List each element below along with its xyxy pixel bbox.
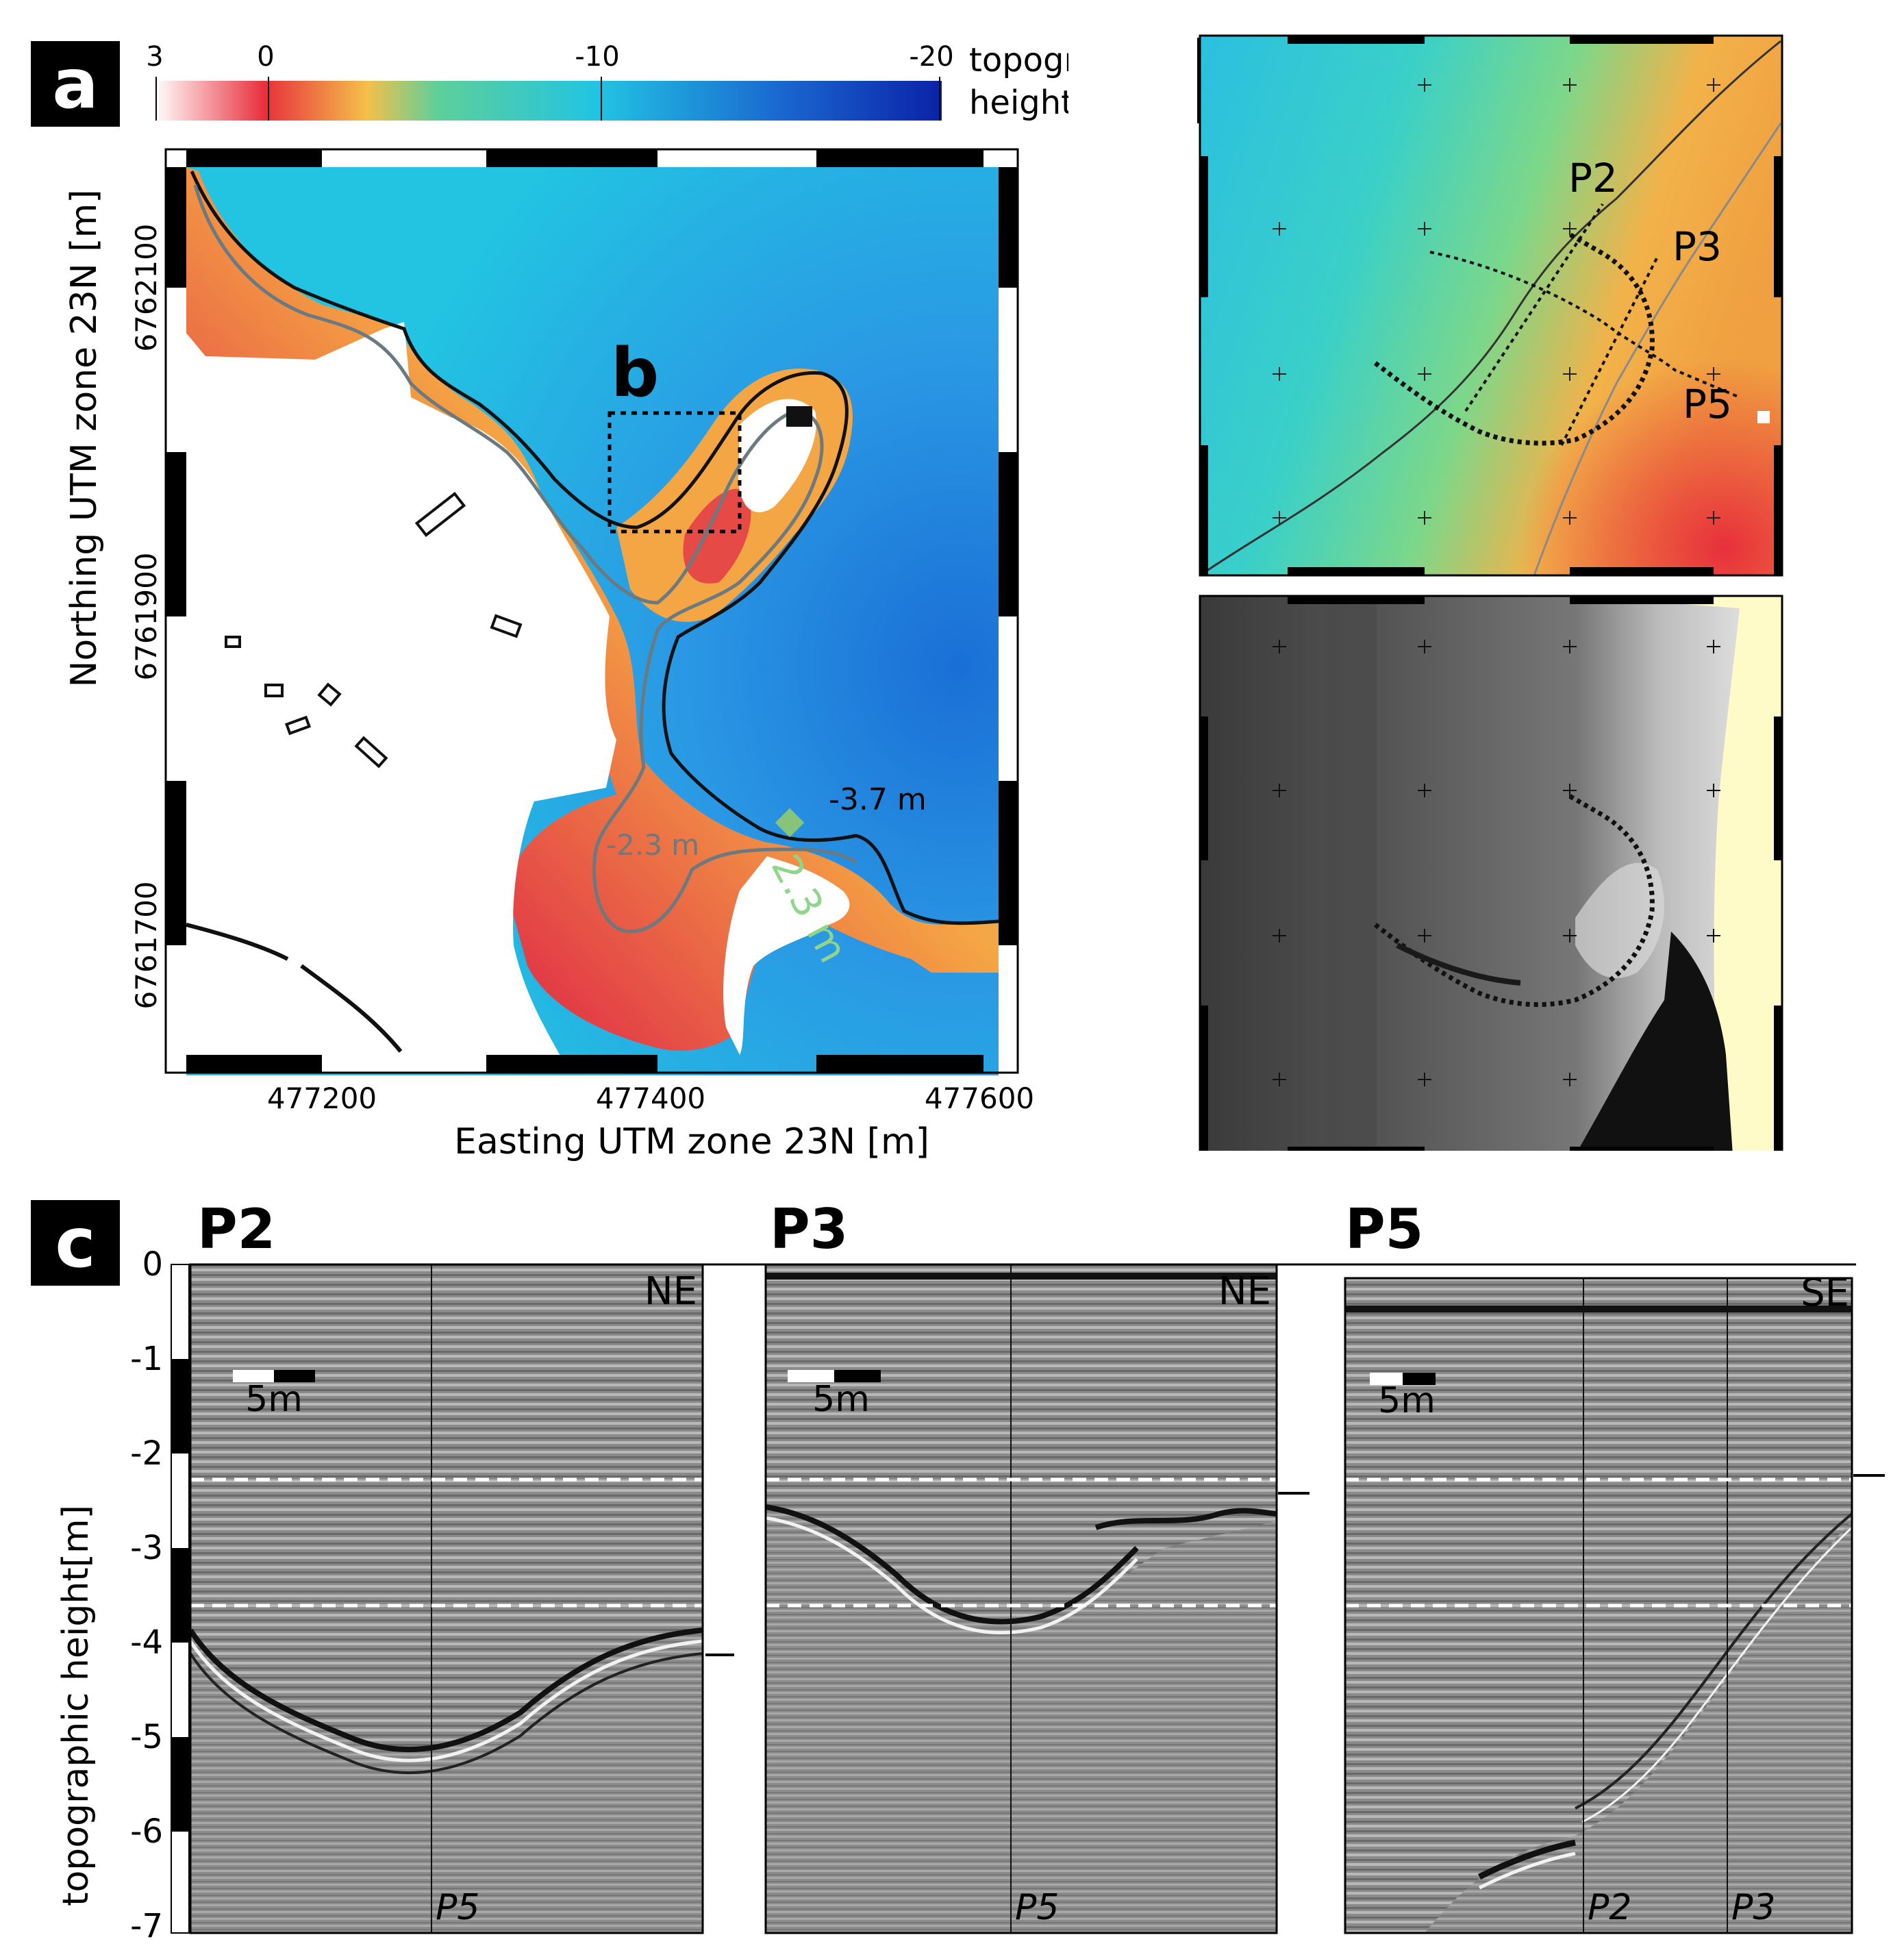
direction-label: NE	[1218, 1269, 1271, 1314]
radargram-p3: 5m P3 NE P5	[764, 1197, 1310, 1934]
panel-c: 0 -1 -2 -3 -4 -5 -6 -7 topographic heigh…	[55, 1197, 1885, 1945]
feature-arc	[1373, 230, 1655, 446]
profile-title-p3: P3	[770, 1197, 848, 1261]
c-y-tick: -7	[130, 1907, 163, 1945]
y-tick: 6761700	[129, 881, 163, 1009]
inset-sonar-frame	[1199, 595, 1783, 1151]
contour-grey	[193, 184, 857, 934]
inset-b-box	[607, 411, 742, 534]
profile-label-p5: P5	[1683, 381, 1732, 427]
colorbar-tick: -10	[575, 41, 619, 73]
c-y-tick: -5	[130, 1718, 163, 1756]
radargram-p5: 5m P5 SE P2 P3	[1344, 1197, 1885, 1934]
colorbar	[154, 81, 942, 121]
map-a-frame	[164, 148, 1019, 1074]
inset-topo-map: P2 P3 P5	[1199, 34, 1783, 577]
x-axis-label: Easting UTM zone 23N [m]	[454, 1121, 929, 1162]
direction-label: NE	[644, 1269, 697, 1314]
panel-b: P2 P3 P5	[1199, 34, 1783, 1151]
contour-label-grey: -2.3 m	[606, 828, 699, 862]
radargram-p2: 5m P2 NE P5	[188, 1197, 734, 1934]
inset-topo-frame	[1199, 34, 1783, 577]
c-y-axis-label: topographic height[m]	[55, 1505, 97, 1906]
c-y-tick: -3	[130, 1529, 163, 1567]
profile-label-p2: P2	[1568, 155, 1618, 201]
y-tick: 6762100	[129, 223, 163, 351]
x-tick: 477200	[267, 1082, 377, 1115]
road-line	[186, 923, 403, 1053]
panel-a: 3 0 -10 -20 topographic height [m]	[64, 41, 1068, 1162]
scale-label: 5m	[812, 1379, 870, 1420]
x-tick: 477400	[596, 1082, 705, 1115]
contour-label-dark: -3.7 m	[829, 782, 927, 817]
panel-c-badge: c	[31, 1200, 120, 1286]
colorbar-tick: -20	[909, 41, 953, 73]
crossing-label: P5	[436, 1887, 479, 1928]
contour-dark	[190, 171, 999, 925]
y-axis-label: Northing UTM zone 23N [m]	[64, 189, 105, 687]
buildings	[225, 406, 812, 769]
scale-bar	[233, 1370, 274, 1382]
c-y-tick: -2	[130, 1434, 163, 1473]
panel-a-badge: a	[31, 41, 120, 127]
inset-b-label: b	[611, 334, 659, 412]
crossing-label: P3	[1731, 1887, 1775, 1928]
profile-title-p5: P5	[1345, 1197, 1423, 1261]
profile-label-p3: P3	[1673, 223, 1722, 270]
colorbar-tick: 0	[257, 41, 274, 73]
colorbar-tick: 3	[146, 41, 163, 73]
x-tick: 477600	[925, 1082, 1034, 1115]
land-area	[166, 308, 616, 1073]
scale-label: 5m	[245, 1379, 303, 1420]
map-a: b -3.7 m -2.3 m 2.3 m 477200 477400 4776…	[64, 148, 1034, 1162]
gps-marker	[775, 808, 805, 838]
crossing-label: P5	[1015, 1887, 1059, 1928]
c-y-axis: 0 -1 -2 -3 -4 -5 -6 -7 topographic heigh…	[55, 1245, 190, 1945]
scale-label: 5m	[1378, 1380, 1436, 1421]
y-tick: 6761900	[129, 552, 163, 680]
inset-sonar-image	[1199, 595, 1783, 1151]
direction-label: SE	[1801, 1271, 1849, 1315]
c-y-tick: -6	[130, 1812, 163, 1851]
colorbar-title: height [m]	[969, 84, 1068, 122]
c-y-tick: -1	[130, 1340, 163, 1378]
profile-title-p2: P2	[197, 1197, 275, 1261]
c-y-tick: 0	[142, 1245, 163, 1284]
crossing-label: P2	[1588, 1887, 1631, 1928]
colorbar-title: topographic	[969, 41, 1068, 79]
c-y-tick: -4	[130, 1623, 163, 1662]
